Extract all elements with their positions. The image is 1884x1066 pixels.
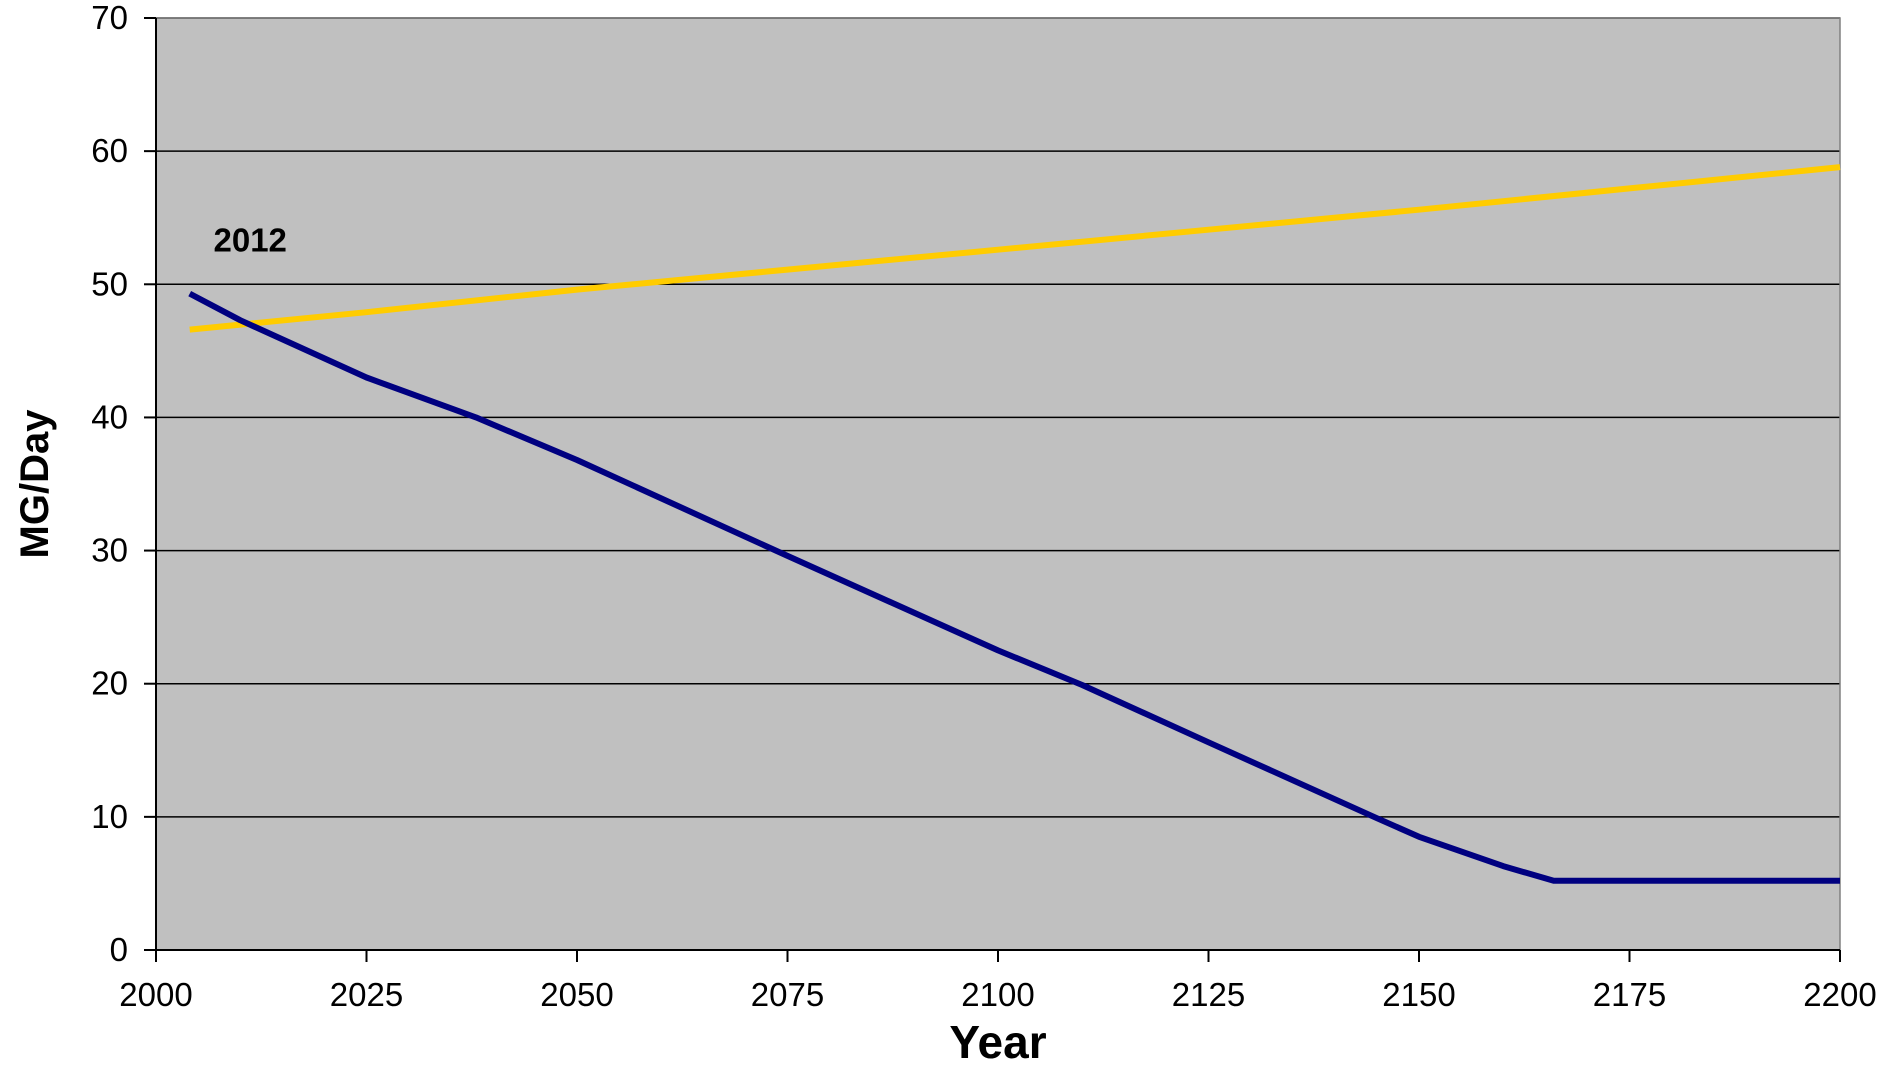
y-tick-label: 10 [91,798,128,835]
x-tick-label: 2125 [1172,976,1245,1013]
x-tick-label: 2025 [330,976,403,1013]
y-tick-label: 60 [91,132,128,169]
series-line-2 [188,290,1840,884]
y-tick-label: 70 [91,0,128,36]
series-line-1 [189,164,1841,333]
x-tick-label: 2150 [1382,976,1455,1013]
y-tick-label: 40 [91,398,128,435]
y-tick-label: 30 [91,532,128,569]
y-tick-label: 20 [91,665,128,702]
x-tick-label: 2175 [1593,976,1666,1013]
x-tick-label: 2100 [961,976,1034,1013]
x-tick-label: 2075 [751,976,824,1013]
plot-area [156,18,1840,950]
annotation-label: 2012 [213,222,286,259]
x-tick-label: 2050 [540,976,613,1013]
y-axis-title: MG/Day [13,409,57,559]
x-axis-title: Year [949,1016,1046,1066]
y-tick-label: 0 [110,931,128,968]
x-tick-label: 2200 [1803,976,1876,1013]
y-tick-label: 50 [91,265,128,302]
x-tick-label: 2000 [119,976,192,1013]
